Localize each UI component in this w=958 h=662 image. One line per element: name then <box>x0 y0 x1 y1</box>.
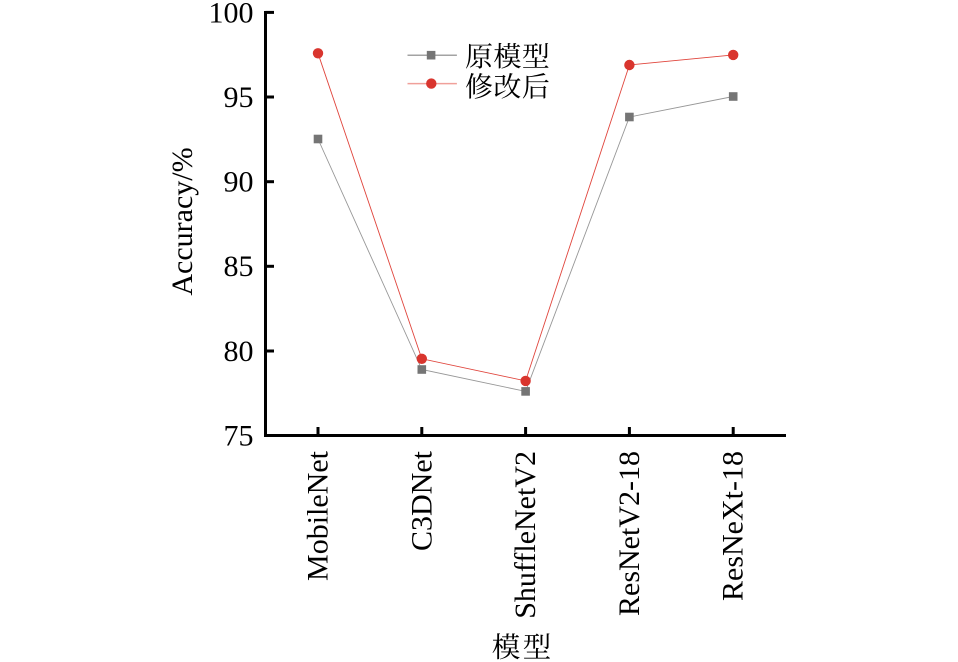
svg-text:C3DNet: C3DNet <box>405 450 438 551</box>
svg-text:Accuracy/%: Accuracy/% <box>166 147 199 295</box>
svg-text:ShuffleNetV2: ShuffleNetV2 <box>509 451 542 619</box>
svg-text:75: 75 <box>224 420 254 453</box>
svg-text:ResNeXt-18: ResNeXt-18 <box>717 451 750 601</box>
svg-text:ResNetV2-18: ResNetV2-18 <box>613 451 646 616</box>
svg-text:85: 85 <box>224 250 254 283</box>
svg-text:90: 90 <box>224 166 254 199</box>
svg-text:80: 80 <box>224 335 254 368</box>
svg-text:95: 95 <box>224 81 254 114</box>
svg-text:MobileNet: MobileNet <box>302 450 335 581</box>
svg-text:100: 100 <box>209 0 254 29</box>
